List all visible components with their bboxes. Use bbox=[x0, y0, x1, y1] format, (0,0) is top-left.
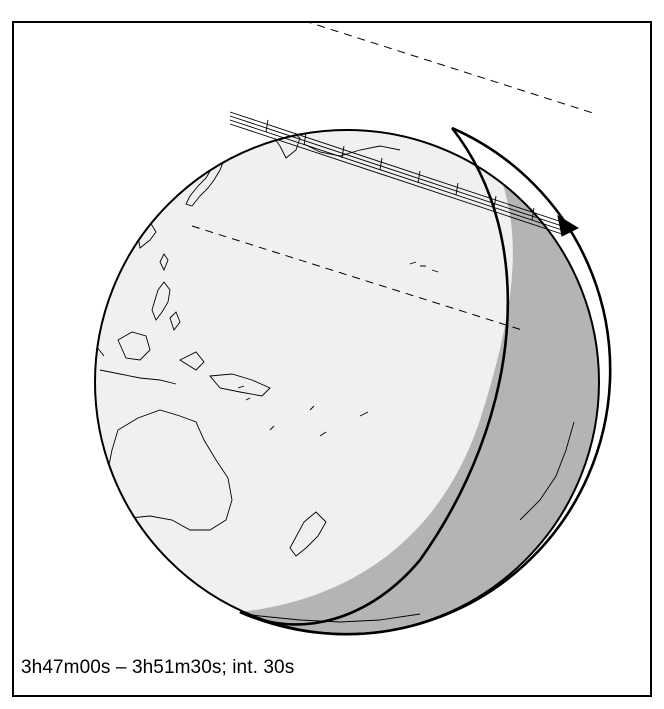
orbit-line-lower bbox=[191, 225, 523, 331]
terminator-line bbox=[239, 127, 510, 626]
orbit-line-upper bbox=[309, 23, 597, 115]
arrowhead-icon bbox=[557, 214, 580, 237]
ground-track bbox=[229, 111, 563, 235]
night-side bbox=[240, 130, 599, 634]
orbit-lines bbox=[191, 23, 597, 331]
night-limb bbox=[239, 126, 612, 636]
time-range-caption: 3h47m00s – 3h51m30s; int. 30s bbox=[21, 657, 295, 678]
